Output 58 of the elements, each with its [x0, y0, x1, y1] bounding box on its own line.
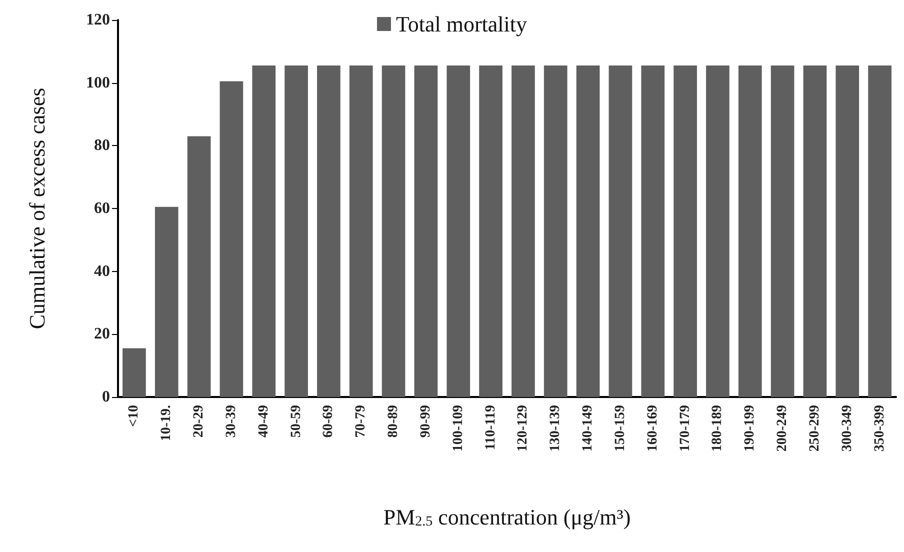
x-tick-label: 40-49 — [256, 405, 272, 438]
y-tick-label: 120 — [86, 12, 110, 28]
bar — [382, 66, 406, 397]
bar — [414, 66, 438, 397]
bar — [187, 136, 211, 397]
bar — [544, 66, 568, 397]
y-tick-label: 80 — [94, 137, 110, 154]
y-axis-title: Cumulative of excess cases — [24, 88, 50, 330]
x-tick-label: 170-179 — [678, 405, 693, 452]
bar — [836, 66, 860, 397]
x-tick-label: 20-29 — [192, 405, 207, 438]
x-tick-label: 30-39 — [224, 405, 239, 438]
x-tick-label: 80-89 — [386, 405, 402, 438]
bar — [868, 66, 892, 397]
x-tick-label: 120-129 — [516, 405, 531, 452]
bar — [317, 66, 340, 397]
x-tick-label: 90-99 — [418, 405, 434, 438]
x-tick-label: 70-79 — [354, 405, 369, 438]
bar — [154, 206, 178, 397]
x-tick-label: 60-69 — [321, 405, 336, 438]
bar — [349, 66, 373, 397]
y-tick-label: 0 — [102, 388, 110, 406]
x-tick-label: 250-299 — [807, 405, 822, 452]
x-axis-title: PM2.5 concentration (μg/m³) — [383, 504, 631, 530]
x-tick-label: 50-59 — [288, 405, 304, 438]
x-tick-label: 190-199 — [742, 405, 758, 452]
bar — [122, 348, 146, 397]
bar — [479, 66, 502, 397]
x-tick-label: 150-159 — [612, 405, 628, 452]
x-tick-label: 140-149 — [580, 405, 596, 452]
x-tick-label: 110-119 — [483, 405, 498, 450]
bar — [576, 66, 600, 397]
bar — [512, 66, 535, 397]
bar — [706, 66, 730, 397]
x-tick-label: 100-109 — [450, 405, 466, 452]
bar — [608, 66, 632, 397]
x-tick-label: <10 — [126, 405, 142, 427]
legend-label: Total mortality — [396, 12, 528, 36]
x-tick-label: 300-349 — [840, 405, 855, 452]
bar — [770, 66, 794, 397]
x-tick-label: 180-189 — [710, 405, 726, 452]
x-tick-label: 10-19. — [159, 405, 174, 442]
bar — [220, 81, 244, 397]
bar — [446, 66, 470, 397]
y-tick-label: 20 — [94, 326, 110, 343]
y-tick-label: 60 — [94, 200, 110, 217]
bar — [284, 66, 308, 397]
y-tick-label: 40 — [94, 262, 110, 280]
bar — [252, 66, 276, 397]
x-tick-label: 130-139 — [548, 405, 564, 452]
x-tick-label: 350-399 — [872, 405, 888, 452]
y-tick-label: 100 — [86, 74, 110, 92]
bar — [738, 66, 762, 397]
bar — [641, 66, 665, 397]
bar — [674, 66, 697, 397]
x-tick-label: 160-169 — [645, 405, 660, 452]
x-tick-label: 200-249 — [775, 405, 790, 452]
bar — [803, 66, 827, 397]
